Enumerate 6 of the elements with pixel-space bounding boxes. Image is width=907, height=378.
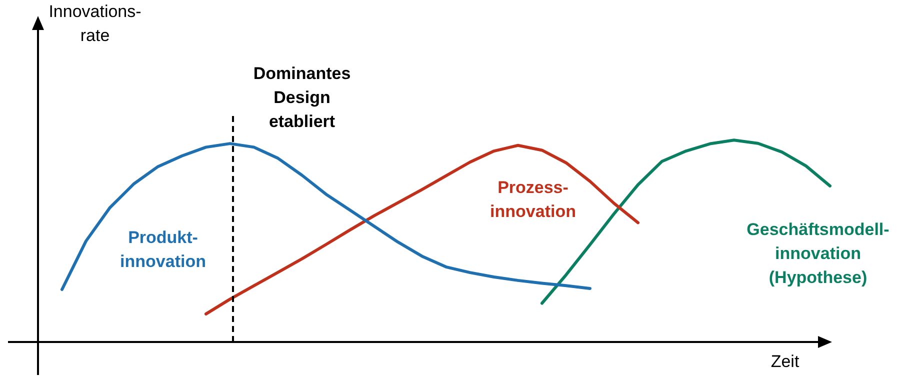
x-axis-title: Zeit <box>770 352 800 372</box>
text: Geschäftsmodell- innovation (Hypothese) <box>746 220 890 288</box>
series-label: Prozess- innovation <box>490 178 576 222</box>
text: Dominantes Design etabliert <box>253 64 351 132</box>
text: Innovations- rate <box>48 2 142 46</box>
series-label: Produkt- innovation <box>120 228 206 272</box>
